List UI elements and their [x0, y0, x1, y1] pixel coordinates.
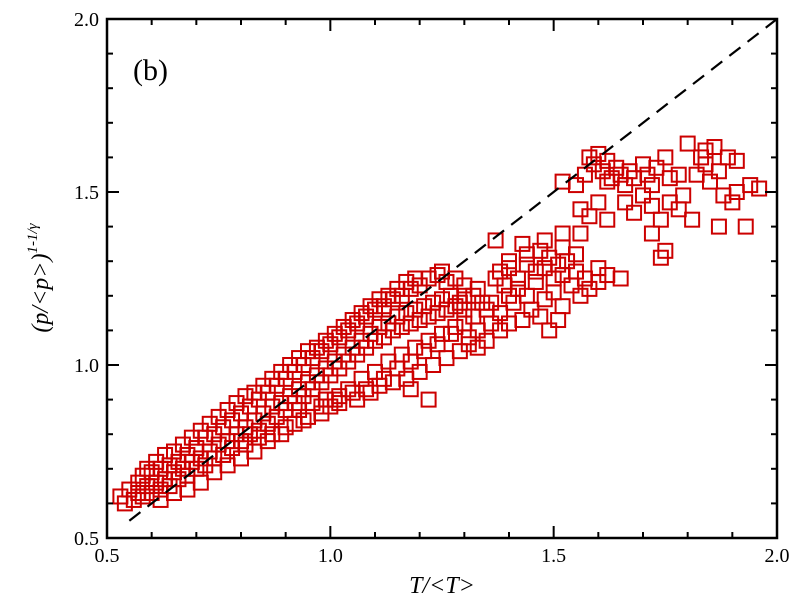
data-point	[402, 381, 419, 398]
data-point	[483, 294, 500, 311]
data-point	[599, 211, 616, 228]
x-tick-label: 1.5	[541, 545, 566, 567]
x-axis-title: T/<T>	[409, 573, 475, 599]
data-point	[697, 156, 714, 173]
data-point	[684, 211, 701, 228]
data-point	[487, 232, 504, 249]
data-point	[554, 225, 571, 242]
data-point	[492, 263, 509, 280]
data-point	[657, 242, 674, 259]
y-axis-title: (p/<p>)1-1/γ	[25, 222, 54, 332]
data-point	[143, 464, 160, 481]
data-point	[675, 187, 692, 204]
data-point	[331, 395, 348, 412]
data-point	[429, 336, 446, 353]
data-point	[657, 149, 674, 166]
data-point	[541, 322, 558, 339]
data-point	[648, 159, 665, 176]
data-point	[527, 273, 544, 290]
data-point	[532, 308, 549, 325]
data-point	[652, 211, 669, 228]
data-point	[706, 139, 723, 156]
data-point	[536, 232, 553, 249]
data-point	[737, 218, 754, 235]
svg-text:(p/<p>)1-1/γ: (p/<p>)1-1/γ	[25, 222, 54, 332]
data-point	[291, 401, 308, 418]
data-point	[492, 305, 509, 322]
data-point	[563, 277, 580, 294]
data-point	[724, 194, 741, 211]
data-point	[157, 446, 174, 463]
data-point	[442, 325, 459, 342]
y-tick-label: 0.5	[74, 528, 99, 550]
data-point	[478, 332, 495, 349]
data-point	[572, 225, 589, 242]
y-tick-label: 1.0	[74, 355, 99, 377]
panel-label: (b)	[133, 54, 168, 87]
data-point	[643, 225, 660, 242]
data-point	[643, 197, 660, 214]
data-point	[300, 343, 316, 360]
data-point	[617, 194, 634, 211]
data-point	[728, 152, 745, 169]
y-axis-title-base: (p/<p>)	[28, 254, 54, 333]
data-point	[514, 235, 531, 252]
data-point	[670, 166, 687, 183]
data-point	[501, 315, 517, 332]
data-point	[192, 474, 209, 491]
data-point	[568, 246, 584, 263]
data-point	[527, 263, 544, 280]
data-point	[590, 145, 607, 162]
data-point	[643, 177, 660, 194]
data-point	[661, 170, 678, 187]
data-point	[398, 273, 415, 290]
axis-tick-labels: 0.5 1.0 1.5 2.0 0.5 1.0 1.5 2.0	[74, 9, 790, 567]
y-axis-title-exponent: 1-1/γ	[25, 222, 41, 253]
axis-ticks	[106, 18, 778, 539]
data-point	[688, 166, 705, 183]
data-point	[590, 194, 607, 211]
data-point	[402, 353, 419, 370]
y-tick-label: 1.5	[74, 182, 99, 204]
data-point	[501, 253, 517, 270]
data-point	[237, 436, 254, 453]
data-point	[371, 291, 388, 308]
x-tick-label: 0.5	[95, 545, 120, 567]
data-point	[550, 312, 567, 329]
data-point	[509, 270, 526, 287]
data-point	[554, 267, 571, 284]
data-point	[581, 208, 598, 225]
data-point	[742, 177, 759, 194]
data-point	[679, 135, 696, 152]
y-tick-label: 2.0	[74, 9, 99, 31]
data-point	[362, 384, 379, 401]
plot-frame	[105, 17, 779, 540]
data-point	[237, 388, 254, 405]
data-point	[295, 412, 312, 429]
data-point	[130, 474, 147, 491]
data-point	[612, 270, 629, 287]
data-point	[590, 273, 607, 290]
x-tick-label: 1.0	[318, 545, 343, 567]
data-point	[751, 180, 768, 197]
data-point	[568, 177, 584, 194]
data-point	[719, 149, 736, 166]
x-tick-label: 2.0	[765, 545, 790, 567]
data-point	[407, 270, 424, 287]
data-point	[710, 218, 727, 235]
data-point	[375, 370, 392, 387]
data-point	[420, 391, 437, 408]
data-point	[460, 336, 477, 353]
data-point	[626, 204, 643, 221]
data-point	[469, 280, 486, 297]
data-point	[635, 187, 651, 204]
data-point	[550, 256, 567, 273]
data-point	[447, 298, 464, 315]
data-points-layer	[112, 135, 768, 512]
data-point	[322, 398, 339, 415]
